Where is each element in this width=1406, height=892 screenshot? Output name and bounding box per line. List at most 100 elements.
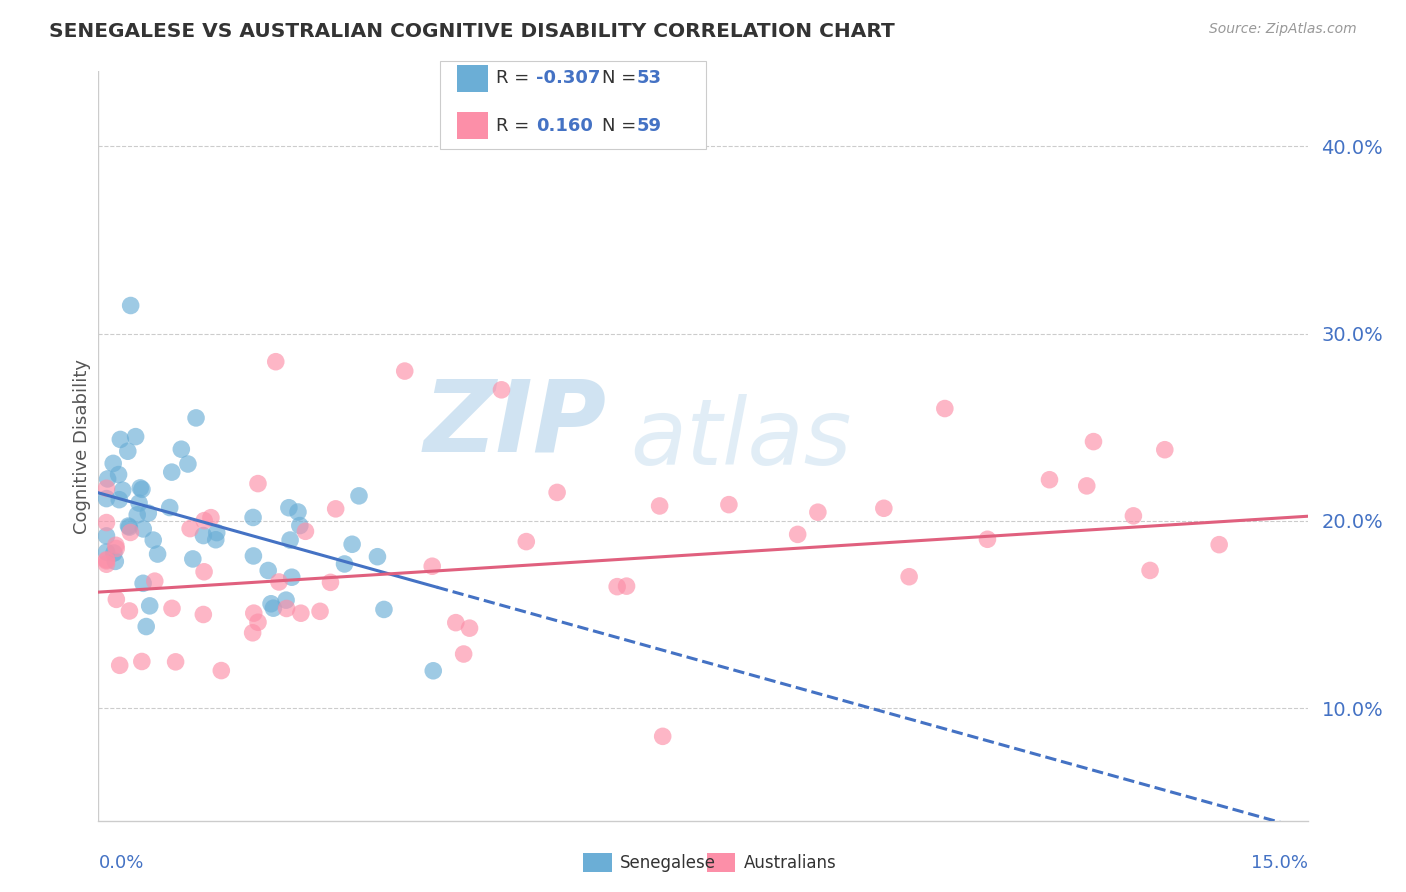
Point [96,545,118,559]
Point [97,472,120,486]
Point [319,575,342,590]
Point [1122,508,1144,523]
Point [257,564,280,578]
Point [262,601,284,615]
Text: R =: R = [496,117,536,135]
Point [333,557,356,571]
Point [786,527,808,541]
Point [103,546,125,560]
Text: Australians: Australians [744,854,837,871]
Point [104,538,127,552]
Point [340,537,363,551]
Point [103,456,125,470]
Point [131,483,153,497]
Point [1076,479,1098,493]
Point [242,549,264,563]
Point [243,606,266,620]
Point [108,492,131,507]
Point [181,552,204,566]
Text: N =: N = [602,70,641,87]
Point [606,580,628,594]
Point [274,593,297,607]
Point [616,579,638,593]
Point [717,498,740,512]
Point [193,514,215,528]
Point [96,554,118,568]
Point [193,565,215,579]
Point [108,658,131,673]
Point [159,500,181,515]
Point [1139,564,1161,578]
Point [873,501,896,516]
Point [117,444,139,458]
Text: 0.0%: 0.0% [98,855,143,872]
Point [651,730,673,744]
Point [146,547,169,561]
Text: SENEGALESE VS AUSTRALIAN COGNITIVE DISABILITY CORRELATION CHART: SENEGALESE VS AUSTRALIAN COGNITIVE DISAB… [49,22,896,41]
Point [96,558,118,572]
Point [1208,538,1230,552]
Point [288,518,311,533]
Point [287,505,309,519]
Point [491,383,513,397]
Text: 53: 53 [637,70,662,87]
Text: 15.0%: 15.0% [1250,855,1308,872]
Point [120,298,142,313]
Point [976,533,998,547]
Text: 0.160: 0.160 [536,117,592,135]
Point [347,489,370,503]
Text: -0.307: -0.307 [536,70,600,87]
Point [135,619,157,633]
Point [294,524,316,539]
Point [546,485,568,500]
Text: 59: 59 [637,117,662,135]
Point [260,597,283,611]
Point [104,554,127,568]
Point [96,481,118,495]
Point [165,655,187,669]
Point [177,457,200,471]
Point [264,355,287,369]
Point [96,553,118,567]
Point [105,541,128,556]
Point [205,525,228,540]
Point [143,574,166,589]
Point [117,519,139,533]
Point [193,528,215,542]
Text: Source: ZipAtlas.com: Source: ZipAtlas.com [1209,22,1357,37]
Point [1153,442,1175,457]
Point [204,533,226,547]
Point [325,501,347,516]
Point [373,602,395,616]
Point [110,433,132,447]
Point [111,483,134,498]
Point [267,574,290,589]
Point [290,606,312,620]
Point [120,525,142,540]
Point [515,534,537,549]
Point [934,401,956,416]
Point [422,664,444,678]
Point [124,430,146,444]
Point [118,520,141,534]
Point [179,522,201,536]
Point [309,604,332,618]
Text: atlas: atlas [630,393,852,483]
Point [132,522,155,536]
Point [142,533,165,547]
Point [444,615,467,630]
Point [246,476,269,491]
Point [366,549,388,564]
Point [129,481,152,495]
Y-axis label: Cognitive Disability: Cognitive Disability [73,359,91,533]
Point [898,570,921,584]
Point [242,510,264,524]
Point [458,621,481,635]
Point [246,615,269,630]
Point [193,607,215,622]
Point [128,496,150,510]
Point [184,411,207,425]
Text: ZIP: ZIP [423,375,606,472]
Point [160,465,183,479]
Point [96,491,118,506]
